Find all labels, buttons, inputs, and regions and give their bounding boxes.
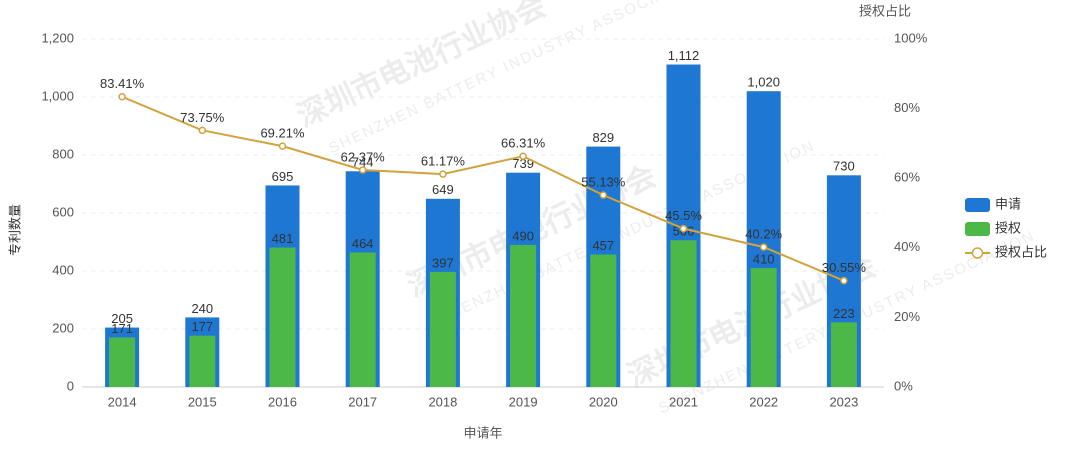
- y2-tick-label: 40%: [894, 239, 920, 254]
- legend-swatch: [965, 222, 990, 236]
- y2-tick-label: 80%: [894, 100, 920, 115]
- line-point: [278, 142, 287, 150]
- y2-tick-label: 20%: [894, 309, 920, 324]
- data-label: 205: [111, 311, 133, 326]
- data-label: 45.5%: [665, 208, 702, 223]
- line-point: [358, 166, 367, 174]
- bar: [750, 268, 777, 387]
- data-label: 490: [512, 228, 534, 243]
- data-label: 61.17%: [421, 154, 466, 169]
- bar: [510, 244, 537, 387]
- data-label: 1,020: [747, 75, 780, 90]
- data-label: 744: [352, 155, 374, 170]
- y-tick-label: 600: [52, 204, 74, 219]
- data-label: 171: [111, 321, 133, 336]
- legend-swatch: [971, 247, 984, 259]
- bar: [109, 337, 136, 387]
- y-tick-label: 200: [52, 320, 74, 335]
- data-label: 69.21%: [260, 126, 305, 141]
- data-label: 66.31%: [501, 136, 546, 151]
- data-label: 223: [833, 306, 855, 321]
- bar: [269, 247, 296, 387]
- line-point: [759, 243, 768, 251]
- bar: [590, 254, 617, 387]
- data-label: 30.55%: [822, 260, 867, 275]
- legend-swatch: [965, 198, 990, 212]
- x-tick-label: 2015: [188, 394, 217, 409]
- y-tick-label: 1,000: [41, 88, 74, 103]
- data-label: 177: [191, 319, 213, 334]
- x-tick-label: 2023: [829, 394, 858, 409]
- y-tick-label: 400: [52, 262, 74, 277]
- data-label: 62.37%: [341, 149, 386, 164]
- x-axis-title: 申请年: [463, 425, 502, 440]
- legend-label: 授权占比: [995, 244, 1047, 259]
- y-tick-label: 0: [67, 378, 74, 393]
- line-point: [599, 191, 608, 199]
- data-label: 649: [432, 182, 454, 197]
- line: [121, 95, 845, 282]
- data-label: 40.2%: [745, 227, 782, 242]
- x-tick-label: 2021: [669, 394, 698, 409]
- data-label: 829: [592, 130, 614, 145]
- y2-axis-title: 授权占比: [859, 3, 911, 18]
- data-label: 240: [191, 301, 213, 316]
- line-point: [840, 276, 848, 285]
- bar: [670, 240, 697, 387]
- x-tick-label: 2022: [749, 394, 778, 409]
- x-tick-label: 2014: [108, 394, 137, 409]
- line-point: [519, 152, 527, 160]
- x-tick-label: 2016: [268, 394, 297, 409]
- data-label: 457: [592, 238, 614, 253]
- x-tick-label: 2018: [428, 394, 457, 409]
- bar: [830, 322, 857, 387]
- data-label: 83.41%: [100, 76, 145, 91]
- y2-tick-label: 100%: [894, 30, 928, 45]
- bar: [189, 335, 216, 387]
- legend-label: 授权: [995, 220, 1021, 235]
- y2-tick-label: 60%: [894, 170, 920, 185]
- data-label: 397: [432, 255, 454, 270]
- line-point: [118, 92, 126, 101]
- legend-label: 申请: [995, 196, 1021, 211]
- line-point: [198, 126, 207, 135]
- data-label: 464: [352, 236, 374, 251]
- y-tick-label: 800: [52, 146, 74, 161]
- y-axis-title: 专利数量: [7, 204, 22, 256]
- data-label: 481: [272, 231, 294, 246]
- data-label: 695: [272, 169, 294, 184]
- data-label: 55.13%: [581, 175, 626, 190]
- bar: [349, 252, 376, 387]
- y2-tick-label: 0%: [894, 378, 913, 393]
- line-point: [679, 224, 688, 233]
- bar: [429, 271, 456, 387]
- y-tick-label: 1,200: [41, 30, 74, 45]
- data-label: 73.75%: [180, 110, 225, 125]
- x-tick-label: 2017: [348, 394, 377, 409]
- x-tick-label: 2019: [509, 394, 538, 409]
- line-point: [439, 170, 447, 178]
- data-label: 730: [833, 159, 855, 174]
- data-label: 410: [753, 252, 775, 267]
- x-tick-label: 2020: [589, 394, 618, 409]
- data-label: 1,112: [668, 48, 700, 63]
